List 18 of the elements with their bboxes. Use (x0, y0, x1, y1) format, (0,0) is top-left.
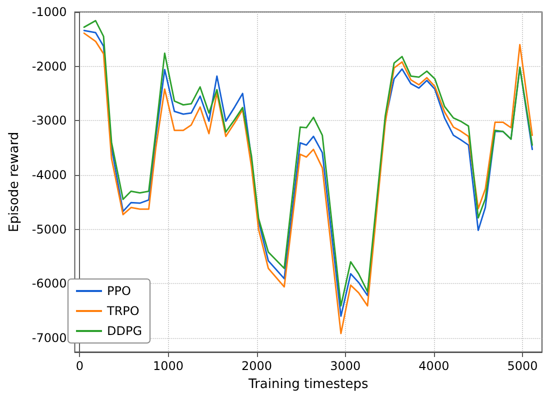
x-tick-label: 0 (76, 359, 84, 373)
x-tick-label: 2000 (242, 359, 272, 373)
legend-label: DDPG (107, 324, 142, 338)
y-tick-label: -1000 (32, 5, 67, 19)
legend-label: PPO (107, 284, 131, 298)
x-tick-label: 1000 (152, 359, 184, 373)
x-tick-label: 3000 (330, 359, 361, 373)
y-tick-label: -4000 (32, 168, 67, 182)
legend-label: TRPO (106, 304, 140, 318)
x-tick-label: 5000 (507, 359, 538, 373)
y-axis-title: Episode reward (7, 132, 22, 232)
x-axis-title: Training timesteps (248, 377, 368, 392)
y-tick-label: -6000 (32, 276, 67, 291)
y-tick-label: -5000 (32, 222, 67, 236)
x-tick-label: 4000 (418, 359, 450, 373)
y-tick-label: -7000 (32, 330, 67, 345)
y-tick-label: -2000 (32, 59, 67, 74)
y-tick-label: -3000 (32, 114, 67, 128)
